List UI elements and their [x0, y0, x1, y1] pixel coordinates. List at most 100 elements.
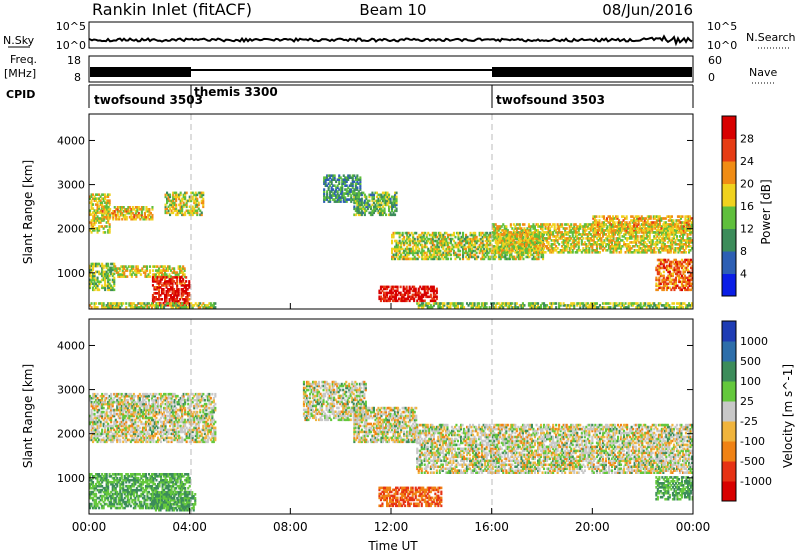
nsearch-tick-top: 10^5: [707, 20, 737, 33]
power-echo-cell: [175, 209, 178, 213]
power-echo-cell: [690, 282, 693, 286]
power-echo-cell: [592, 221, 595, 224]
power-echo-cell: [474, 257, 477, 261]
power-echo-cell: [136, 208, 139, 211]
power-echo-cell: [381, 289, 384, 293]
power-echo-cell: [357, 207, 360, 211]
power-echo-cell: [366, 207, 369, 211]
power-echo-cell: [658, 268, 661, 272]
power-echo-cell: [656, 235, 659, 238]
power-echo-cell: [591, 239, 594, 242]
power-echo-cell: [422, 302, 425, 305]
power-echo-cell: [670, 282, 673, 286]
power-echo-cell: [203, 306, 206, 309]
power-echo-cell: [101, 266, 104, 270]
power-echo-cell: [648, 223, 651, 226]
power-echo-cell: [657, 217, 660, 220]
power-echo-cell: [365, 197, 368, 201]
power-echo-cell: [644, 241, 647, 244]
power-echo-cell: [556, 239, 559, 242]
power-echo-cell: [595, 302, 598, 305]
power-echo-cell: [526, 239, 529, 242]
power-echo-cell: [92, 278, 95, 282]
power-echo-cell: [119, 211, 122, 215]
power-echo-cell: [478, 239, 481, 243]
power-echo-cell: [392, 235, 395, 239]
power-echo-cell: [154, 288, 157, 291]
power-echo-cell: [101, 304, 104, 307]
power-echo-cell: [90, 264, 93, 268]
power-echo-cell: [573, 247, 576, 250]
power-echo-cell: [391, 233, 394, 237]
power-echo-cell: [684, 215, 687, 218]
power-echo-cell: [568, 227, 571, 230]
power-echo-cell: [178, 302, 181, 305]
power-echo-cell: [109, 213, 112, 217]
power-echo-cell: [571, 249, 574, 252]
power-echo-cell: [512, 233, 515, 236]
power-echo-cell: [612, 239, 615, 242]
power-echo-cell: [392, 231, 395, 235]
power-echo-cell: [432, 304, 435, 307]
power-echo-cell: [108, 278, 111, 282]
power-echo-cell: [90, 225, 93, 228]
power-echo-cell: [535, 251, 538, 254]
power-echo-cell: [666, 237, 669, 240]
power-echo-cell: [167, 265, 170, 268]
power-echo-cell: [568, 251, 571, 254]
power-echo-cell: [395, 207, 398, 211]
power-echo-cell: [158, 267, 161, 270]
power-echo-cell: [415, 243, 418, 247]
power-echo-cell: [96, 229, 99, 232]
freq-unit: [MHz]: [4, 67, 36, 80]
power-echo-cell: [680, 241, 683, 244]
power-echo-cell: [505, 249, 508, 252]
power-echo-cell: [524, 251, 527, 254]
power-echo-cell: [136, 271, 139, 274]
power-echo-cell: [90, 302, 93, 305]
power-echo-cell: [591, 243, 594, 246]
power-echo-cell: [166, 201, 169, 205]
power-echo-cell: [491, 306, 494, 309]
power-echo-cell: [98, 270, 101, 274]
power-echo-cell: [579, 223, 582, 226]
power-echo-cell: [363, 201, 366, 205]
power-echo-cell: [167, 195, 170, 199]
power-echo-cell: [495, 255, 498, 259]
power-echo-cell: [410, 249, 413, 253]
power-echo-cell: [117, 306, 120, 309]
power-echo-cell: [443, 237, 446, 241]
power-echo-cell: [122, 210, 125, 213]
power-echo-cell: [615, 229, 618, 232]
power-echo-cell: [369, 207, 372, 211]
power-echo-cell: [437, 245, 440, 249]
power-echo-cell: [565, 233, 568, 236]
power-echo-cell: [363, 207, 366, 211]
power-echo-cell: [676, 268, 679, 272]
power-echo-cell: [540, 253, 543, 257]
power-echo-cell: [90, 276, 93, 280]
power-echo-cell: [658, 223, 661, 226]
power-echo-cell: [172, 197, 175, 201]
power-echo-cell: [422, 257, 425, 261]
power-echo-cell: [505, 251, 508, 254]
power-echo-cell: [679, 229, 682, 232]
power-echo-cell: [430, 237, 433, 241]
power-echo-cell: [104, 306, 107, 309]
power-echo-cell: [672, 237, 675, 240]
power-echo-cell: [561, 249, 564, 252]
power-echo-cell: [354, 188, 357, 191]
power-echo-cell: [533, 302, 536, 305]
power-echo-cell: [527, 243, 530, 246]
power-echo-cell: [573, 227, 576, 230]
power-echo-cell: [645, 231, 648, 234]
power-echo-cell: [417, 295, 420, 299]
power-echo-cell: [323, 180, 326, 183]
power-echo-cell: [635, 243, 638, 246]
power-echo-cell: [90, 270, 93, 274]
power-echo-cell: [648, 237, 651, 240]
power-echo-cell: [161, 292, 164, 295]
power-echo-cell: [451, 233, 454, 237]
power-echo-cell: [171, 288, 174, 291]
power-echo-cell: [613, 221, 616, 224]
